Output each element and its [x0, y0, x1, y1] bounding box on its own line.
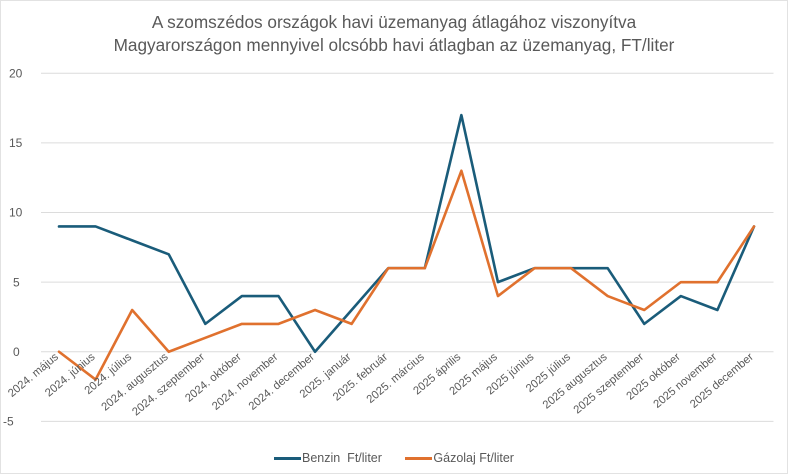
svg-text:2025 november: 2025 november	[651, 351, 719, 411]
svg-text:5: 5	[13, 275, 20, 289]
svg-text:15: 15	[9, 136, 23, 150]
svg-text:2024. december: 2024. december	[247, 351, 317, 413]
svg-text:-5: -5	[3, 415, 14, 429]
svg-text:2025 december: 2025 december	[688, 351, 756, 411]
svg-text:0: 0	[13, 345, 20, 359]
svg-text:2025 augusztus: 2025 augusztus	[541, 351, 610, 412]
svg-text:20: 20	[9, 67, 23, 81]
svg-text:10: 10	[9, 206, 23, 220]
svg-text:2024. november: 2024. november	[210, 351, 280, 413]
